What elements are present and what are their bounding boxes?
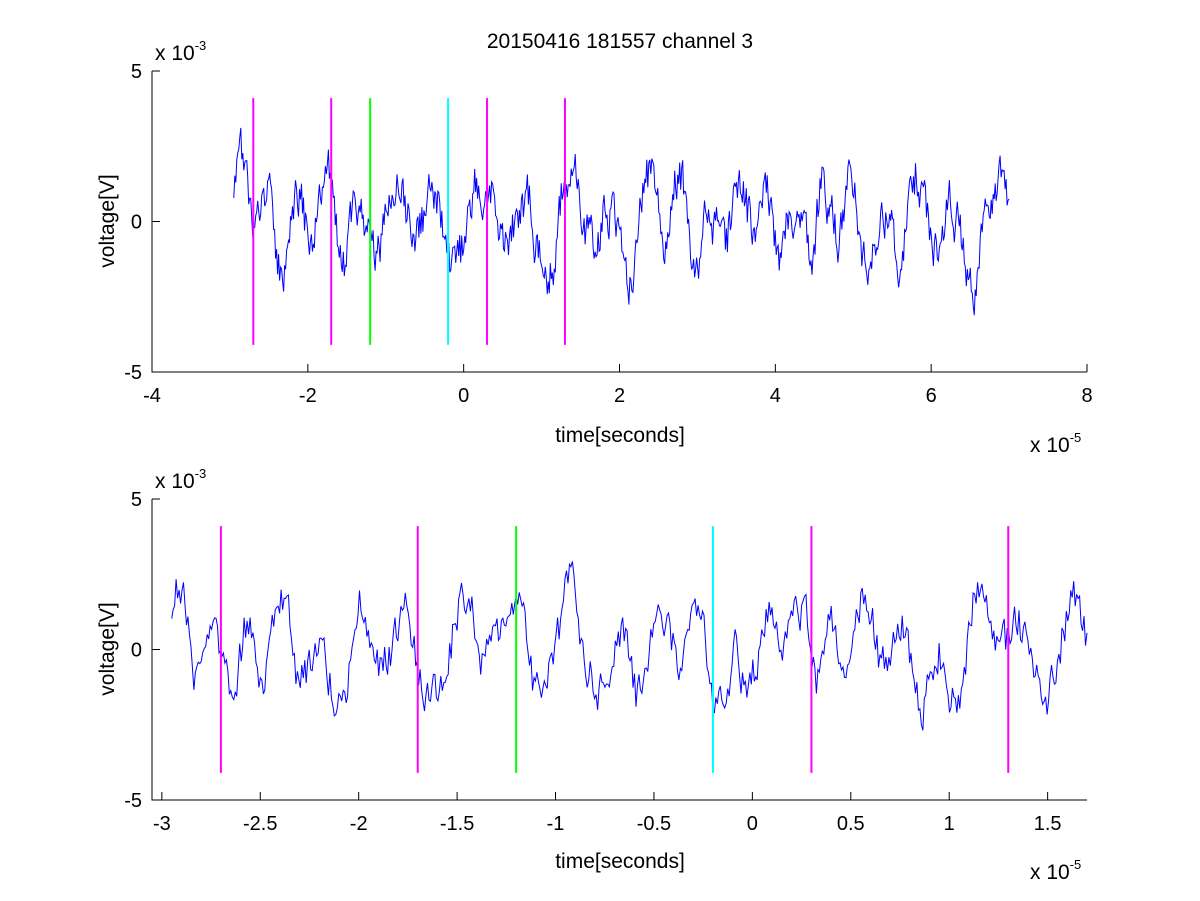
bottom-x-tick-label: -2.5 [243, 813, 277, 835]
bottom-x-tick-label: -1.5 [440, 813, 474, 835]
top-y-tick-label: -5 [124, 362, 142, 384]
top-x-axis-label: time[seconds] [555, 424, 685, 447]
bottom-x-axis-label: time[seconds] [555, 850, 685, 873]
bottom-x-tick-label: 1.5 [1034, 813, 1062, 835]
top-x-tick-label: -2 [299, 385, 317, 407]
top-x-exponent-label: x 10-5 [1030, 430, 1081, 457]
bottom-x-tick-label: -3 [153, 813, 171, 835]
bottom-y-axis-label: voltage[V] [96, 602, 119, 695]
top-y-axis-label: voltage[V] [96, 174, 119, 267]
bottom-y-tick-label: 5 [131, 489, 142, 511]
figure-title: 20150416 181557 channel 3 [487, 30, 753, 53]
bottom-x-exponent-label: x 10-5 [1030, 857, 1081, 884]
top-y-exponent-power: -3 [195, 38, 207, 53]
bottom-y-tick-label: 0 [131, 640, 142, 662]
top-signal-line [233, 127, 1010, 316]
top-x-tick-label: 8 [1081, 385, 1092, 407]
top-x-exponent-power: -5 [1070, 430, 1082, 445]
top-x-tick-label: 2 [614, 385, 625, 407]
top-y-tick-label: 5 [131, 61, 142, 83]
top-x-tick-label: -4 [143, 385, 161, 407]
top-axes-frame [151, 71, 1087, 373]
bottom-y-exponent-label: x 10-3 [155, 466, 206, 493]
bottom-x-exponent-power: -5 [1070, 857, 1082, 872]
bottom-x-tick-label: 0.5 [837, 813, 865, 835]
bottom-signal-line [171, 561, 1088, 731]
bottom-x-tick-label: 1 [944, 813, 955, 835]
bottom-x-exponent-base: x 10 [1030, 861, 1070, 884]
top-plot-area: -4 -2 0 2 4 6 8 -5 0 5 [124, 61, 1092, 407]
top-x-tick-label: 6 [926, 385, 937, 407]
bottom-x-tick-label: -1 [547, 813, 565, 835]
bottom-plot-area: -3 -2.5 -2 -1.5 -1 -0.5 0 0.5 1 1.5 -5 0 5 [124, 489, 1088, 835]
top-y-exponent-label: x 10-3 [155, 38, 206, 65]
top-axes: -4 -2 0 2 4 6 8 -5 0 5 time[seconds] voltage[V] x… [96, 38, 1093, 457]
bottom-x-tick-label: -0.5 [637, 813, 671, 835]
bottom-y-exponent-power: -3 [195, 466, 207, 481]
top-y-exponent-base: x 10 [155, 42, 195, 65]
top-y-tick-label: 0 [131, 212, 142, 234]
bottom-axes: -3 -2.5 -2 -1.5 -1 -0.5 0 0.5 1 1.5 -5 0 5 time[seco… [96, 466, 1088, 884]
bottom-y-exponent-base: x 10 [155, 470, 195, 493]
top-x-tick-label: 0 [458, 385, 469, 407]
bottom-y-tick-label: -5 [124, 790, 142, 812]
bottom-x-tick-label: -2 [350, 813, 368, 835]
top-x-tick-label: 4 [770, 385, 781, 407]
top-x-exponent-base: x 10 [1030, 434, 1070, 457]
bottom-x-tick-label: 0 [747, 813, 758, 835]
